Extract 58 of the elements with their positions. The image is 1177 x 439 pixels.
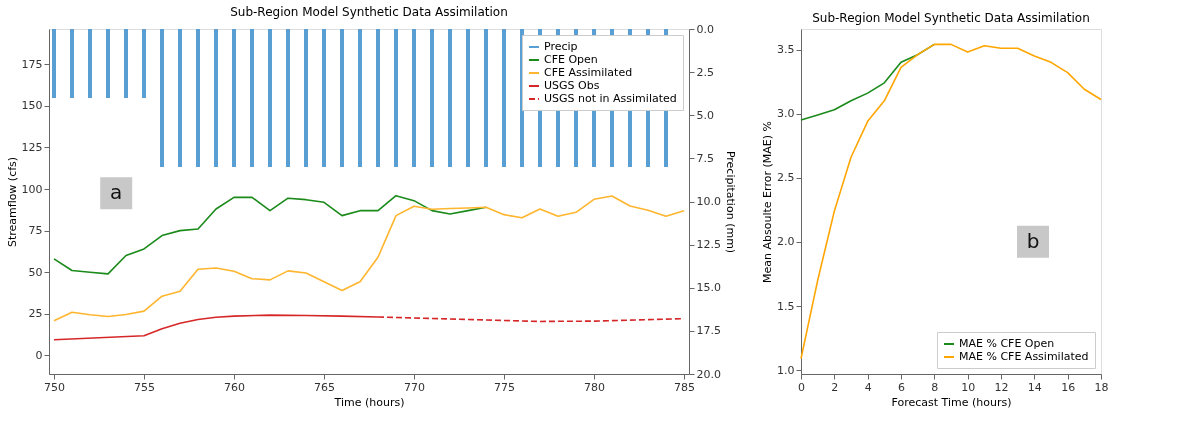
- y-tick-label: 25: [28, 307, 43, 321]
- x-tick-label: 785: [674, 380, 695, 394]
- y2-axis-title: Precipitation (mm): [723, 150, 737, 254]
- y-axis-title: Mean Absoulte Error (MAE) %: [761, 121, 775, 283]
- annotation: b: [1026, 228, 1040, 253]
- y2-tick-label: 5.0: [696, 108, 714, 122]
- legend-label: Precip: [544, 40, 578, 53]
- x-tick-label: 775: [494, 380, 515, 394]
- y-tick-label: 50: [28, 265, 43, 279]
- legend-label: MAE % CFE Open: [959, 337, 1055, 350]
- x-tick-label: 14: [1027, 380, 1042, 394]
- y-tick-label: 125: [21, 140, 43, 154]
- x-tick-label: 755: [134, 380, 155, 394]
- legend-label: USGS not in Assimilated: [544, 92, 677, 105]
- y-tick-label: 2.0: [777, 235, 795, 249]
- annotation: a: [110, 180, 123, 205]
- y2-tick-label: 2.5: [696, 65, 714, 79]
- y-tick-label: 175: [21, 57, 43, 71]
- chart-title: Sub-Region Model Synthetic Data Assimilation: [230, 5, 508, 19]
- x-tick-label: 765: [314, 380, 335, 394]
- x-tick-label: 6: [898, 380, 905, 394]
- legend-label: USGS Obs: [544, 79, 600, 92]
- x-axis-title: Time (hours): [333, 395, 405, 409]
- x-tick-label: 4: [864, 380, 872, 394]
- y2-tick-label: 12.5: [696, 238, 721, 252]
- x-tick-label: 16: [1061, 380, 1076, 394]
- legend-label: MAE % CFE Assimilated: [959, 350, 1089, 363]
- legend-label: CFE Assimilated: [544, 66, 633, 79]
- y-tick-label: 1.5: [777, 299, 795, 313]
- y2-tick-label: 0.0: [696, 22, 714, 36]
- x-tick-label: 750: [44, 380, 65, 394]
- x-tick-label: 760: [224, 380, 245, 394]
- y2-tick-label: 20.0: [696, 367, 721, 381]
- x-tick-label: 2: [831, 380, 839, 394]
- y-tick-label: 2.5: [777, 171, 795, 185]
- x-tick-label: 770: [404, 380, 425, 394]
- y-tick-label: 100: [21, 182, 43, 196]
- y-tick-label: 3.5: [777, 43, 795, 57]
- y2-tick-label: 15.0: [696, 281, 721, 295]
- y-tick-label: 1.0: [777, 363, 795, 377]
- y-tick-label: 0: [35, 348, 43, 362]
- y-tick-label: 75: [28, 224, 43, 238]
- y-tick-label: 3.0: [777, 107, 795, 121]
- y-tick-label: 150: [21, 99, 43, 113]
- x-tick-label: 18: [1094, 380, 1109, 394]
- y2-tick-label: 10.0: [696, 195, 721, 208]
- x-tick-label: 8: [931, 380, 939, 394]
- line-series: [800, 43, 1102, 360]
- y2-tick-label: 7.5: [696, 151, 714, 165]
- y-axis-title: Streamflow (cfs): [5, 156, 19, 248]
- x-tick-label: 780: [584, 380, 605, 394]
- x-tick-label: 12: [994, 380, 1009, 394]
- legend-label: CFE Open: [544, 53, 598, 66]
- y2-tick-label: 17.5: [696, 324, 721, 338]
- x-tick-label: 0: [798, 380, 805, 394]
- x-tick-label: 10: [961, 380, 976, 394]
- x-axis-title: Forecast Time (hours): [891, 395, 1012, 409]
- chart-title: Sub-Region Model Synthetic Data Assimilation: [812, 11, 1090, 25]
